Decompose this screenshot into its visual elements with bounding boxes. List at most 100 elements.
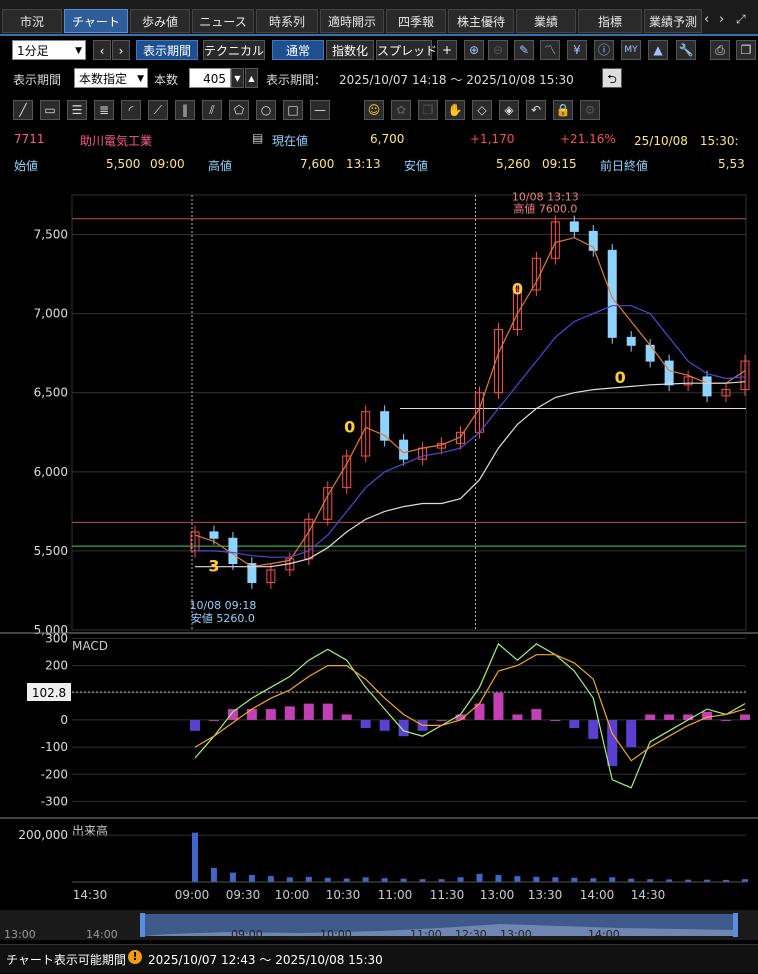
chevron-left-icon[interactable]: ‹: [704, 12, 710, 27]
last-update: 25/10/08 15:30:: [634, 134, 739, 148]
macd-histogram-bar: [227, 709, 238, 720]
tab-yutai[interactable]: 株主優待: [448, 9, 514, 33]
timeline-tick: 10:00: [320, 928, 352, 940]
vlines-tool-icon[interactable]: ‖: [175, 100, 195, 120]
candle-body: [740, 360, 750, 391]
tab-shikiho[interactable]: 四季報: [386, 9, 446, 33]
zoom-in-icon[interactable]: ⊕: [464, 40, 484, 60]
volume-bar: [628, 878, 635, 882]
count-up-button[interactable]: ▲: [245, 68, 258, 88]
chart-marker: 3: [208, 556, 219, 575]
warning-icon[interactable]: !: [128, 950, 142, 964]
tab-forecast[interactable]: 業績予測: [644, 9, 702, 33]
macd-histogram-bar: [246, 709, 257, 720]
timeline-navigator[interactable]: 13:00 14:00 09:00 10:00 11:00 12:30 13:0…: [0, 910, 758, 941]
ma-long-line: [195, 381, 746, 568]
macd-line: [194, 642, 746, 789]
tab-disclosure[interactable]: 適時開示: [320, 9, 384, 33]
lock-icon[interactable]: 🔒: [553, 100, 573, 120]
expand-icon[interactable]: ⤢: [736, 12, 746, 26]
memo-icon[interactable]: ▤: [252, 131, 264, 145]
tab-indicators[interactable]: 指標: [578, 9, 642, 33]
volume-bar: [533, 876, 540, 882]
period-mode-select[interactable]: 本数指定 ▼: [74, 68, 148, 88]
my-chart-icon[interactable]: MY: [621, 40, 641, 60]
next-button[interactable]: ›: [112, 40, 130, 60]
price-plot-area: [71, 194, 747, 631]
hand-disabled-icon[interactable]: ✋: [445, 100, 465, 120]
chevron-right-icon[interactable]: ›: [719, 12, 725, 27]
info-icon[interactable]: ⓘ: [594, 40, 614, 60]
copy-icon[interactable]: ❐: [736, 40, 756, 60]
prev-button[interactable]: ‹: [93, 40, 111, 60]
macd-current-badge: [27, 683, 71, 702]
rect-tool-icon[interactable]: □: [283, 100, 303, 120]
timeline-right-handle[interactable]: [733, 913, 738, 937]
volume-bar: [229, 872, 236, 882]
hlines-tool-icon[interactable]: ☰: [67, 100, 87, 120]
candle-body: [247, 563, 257, 584]
high-time: 13:13: [346, 157, 381, 171]
tab-chart[interactable]: チャート: [64, 9, 128, 33]
volume-bar: [286, 877, 293, 882]
volume-panel: 出来高 200,000: [0, 817, 758, 883]
channel-tool-icon[interactable]: ⫽: [202, 100, 222, 120]
fib-tool-icon[interactable]: ≣: [94, 100, 114, 120]
ma-mid-line: [195, 305, 746, 558]
circle-tool-icon[interactable]: ○: [256, 100, 276, 120]
pencil-icon[interactable]: ✎: [514, 40, 534, 60]
candle-body: [493, 328, 503, 394]
line-chart-icon[interactable]: 〽: [540, 40, 560, 60]
volume-bar: [742, 879, 748, 882]
timeline-svg[interactable]: 13:00 14:00 09:00 10:00 11:00 12:30 13:0…: [0, 910, 758, 941]
prev-close-label: 前日終値: [600, 159, 649, 173]
yen-icon[interactable]: ¥: [567, 40, 587, 60]
print-icon[interactable]: ⎙: [710, 40, 730, 60]
count-input[interactable]: 405: [189, 68, 231, 88]
volume-bar: [552, 877, 559, 882]
smile-icon[interactable]: ☺: [364, 100, 384, 120]
zoom-out-icon[interactable]: ⊖: [488, 40, 508, 60]
timeline-tick: 13:00: [4, 928, 36, 940]
ruler-tool-icon[interactable]: ▭: [40, 100, 60, 120]
eraser-icon[interactable]: ◇: [472, 100, 492, 120]
period-button[interactable]: 表示期間: [136, 40, 198, 60]
fan-tool-icon[interactable]: ⟋: [148, 100, 168, 120]
timeline-tick: 12:30: [455, 928, 487, 940]
undo-icon[interactable]: ↶: [526, 100, 546, 120]
macd-label: MACD: [72, 639, 108, 653]
eraser-all-icon[interactable]: ◈: [499, 100, 519, 120]
crosshair-icon[interactable]: +: [437, 40, 457, 60]
candle-body: [550, 221, 560, 259]
wrench-icon[interactable]: 🔧: [676, 40, 696, 60]
line-tool-icon[interactable]: ╱: [13, 100, 33, 120]
tab-market[interactable]: 市況: [2, 9, 62, 33]
timeline-left-handle[interactable]: [140, 913, 145, 937]
index-mode-button[interactable]: 指数化: [326, 40, 374, 60]
technical-button[interactable]: テクニカル: [203, 40, 265, 60]
arc-tool-icon[interactable]: ◜: [121, 100, 141, 120]
x-axis: 14:30 09:00 09:30 10:00 10:30 11:00 11:30 13:00…: [73, 888, 666, 902]
macd-histogram-bar: [341, 714, 352, 720]
macd-tick-label: -100: [41, 740, 68, 754]
tab-news[interactable]: ニュース: [192, 9, 254, 33]
pentagon-tool-icon[interactable]: ⬠: [229, 100, 249, 120]
macd-tick-label: 0: [60, 713, 68, 727]
normal-mode-button[interactable]: 通常: [272, 40, 324, 60]
count-label: 本数: [154, 73, 179, 87]
hline-tool-icon[interactable]: —: [310, 100, 330, 120]
count-down-button[interactable]: ▼: [231, 68, 244, 88]
area-chart-icon[interactable]: ▲: [648, 40, 668, 60]
tab-earnings[interactable]: 業績: [516, 9, 576, 33]
timeline-tick: 11:00: [410, 928, 442, 940]
interval-select[interactable]: 1分足 ▼: [12, 40, 86, 60]
gear-disabled-icon[interactable]: ✿: [391, 100, 411, 120]
return-icon[interactable]: ⮌: [602, 68, 622, 88]
candle-body: [645, 344, 655, 362]
tab-tick[interactable]: 歩み値: [130, 9, 190, 33]
spread-mode-button[interactable]: スプレッド: [376, 40, 437, 60]
copy-disabled-icon[interactable]: ❐: [418, 100, 438, 120]
settings-disabled-icon[interactable]: ⚙: [580, 100, 600, 120]
tab-timeseries[interactable]: 時系列: [256, 9, 318, 33]
